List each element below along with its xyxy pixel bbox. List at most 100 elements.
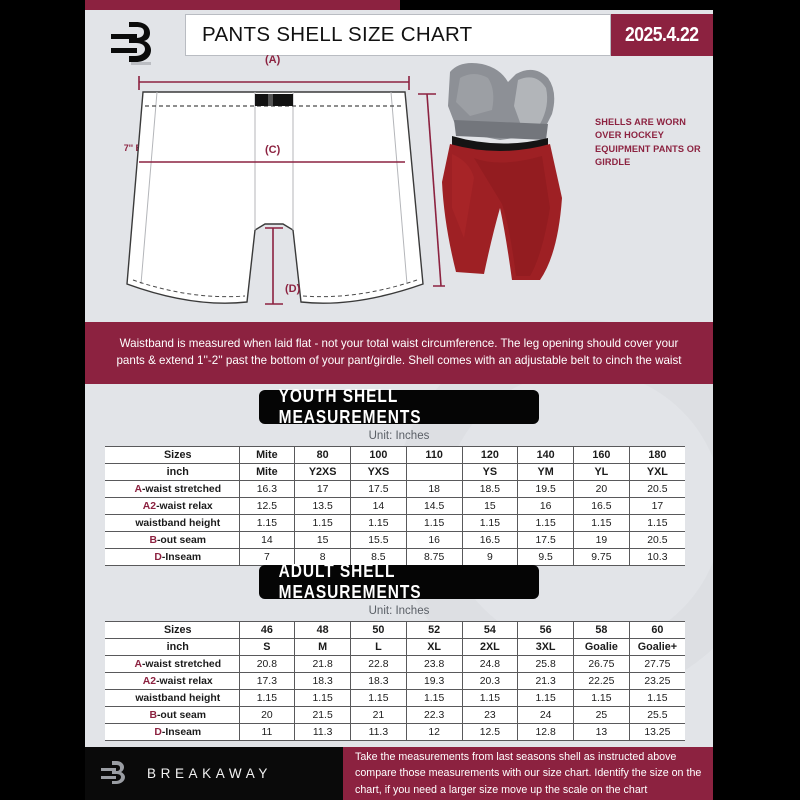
table-cell: 9.5 <box>517 548 574 566</box>
row-label-prefix: A2 <box>142 500 157 512</box>
table-cell: 1.15 <box>517 689 574 707</box>
table-cell: 13 <box>573 723 630 741</box>
table-row: D-Inseam 11 11.3 11.3 12 12.5 12.8 13 13.25 <box>105 723 685 741</box>
diagram-area: 7'' BELOW WAIST <box>85 54 713 316</box>
table-cell: 11.3 <box>294 723 351 741</box>
chart-content-area: PANTS SHELL SIZE CHART 2025.4.22 7'' BEL… <box>85 0 713 800</box>
adult-section-heading: ADULT SHELL MEASUREMENTS <box>259 561 539 602</box>
table-cell: 50 <box>350 621 407 639</box>
table-cell: 18.5 <box>461 480 518 498</box>
row-label-prefix: D <box>154 551 162 563</box>
table-cell: 20.5 <box>628 480 685 498</box>
row-label: A-waist stretched <box>105 480 239 498</box>
table-cell: 21.5 <box>294 706 351 724</box>
table-cell: 21.8 <box>294 655 351 673</box>
youth-section: YOUTH SHELL MEASUREMENTS Unit: Inches Si… <box>85 386 713 566</box>
table-cell: 14 <box>350 497 407 515</box>
table-cell: 54 <box>461 621 518 639</box>
table-cell: 16 <box>517 497 574 515</box>
table-cell: 17.5 <box>350 480 407 498</box>
top-accent-strip-black <box>400 0 713 10</box>
row-label: A2-waist relax <box>105 672 239 690</box>
table-row: A2-waist relax 12.5 13.5 14 14.5 15 16 16.5 17 <box>105 497 685 515</box>
page-title: PANTS SHELL SIZE CHART <box>202 23 473 46</box>
breakaway-b-logo-icon <box>107 18 167 70</box>
table-cell: 1.15 <box>238 689 295 707</box>
table-cell: 15 <box>294 531 351 549</box>
table-cell: 18.3 <box>350 672 407 690</box>
table-cell: 19 <box>573 531 630 549</box>
table-cell: 80 <box>294 446 351 464</box>
row-label: D-Inseam <box>105 548 239 566</box>
table-cell: 16.5 <box>461 531 518 549</box>
table-cell: 24 <box>517 706 574 724</box>
date-text: 2025.4.22 <box>625 23 699 46</box>
table-cell: 12.8 <box>517 723 574 741</box>
table-cell: L <box>350 638 407 656</box>
row-label: Sizes <box>105 446 239 464</box>
table-cell: 22.25 <box>573 672 630 690</box>
table-cell: 18 <box>405 480 462 498</box>
table-cell: 1.15 <box>350 689 407 707</box>
page-footer: BREAKAWAY Take the measurements from las… <box>85 747 713 800</box>
table-cell: 27.75 <box>628 655 685 673</box>
table-cell: 20 <box>573 480 630 498</box>
table-cell: 120 <box>461 446 518 464</box>
adult-heading-text: ADULT SHELL MEASUREMENTS <box>278 561 422 602</box>
table-cell: 20.8 <box>238 655 295 673</box>
table-cell: 52 <box>405 621 462 639</box>
table-cell: 1.15 <box>517 514 574 532</box>
table-row: B-out seam 20 21.5 21 22.3 23 24 25 25.5 <box>105 706 685 724</box>
date-badge: 2025.4.22 <box>611 14 713 56</box>
table-row: A-waist stretched 16.3 17 17.5 18 18.5 19.5 20 2… <box>105 480 685 498</box>
table-cell: 22.3 <box>405 706 462 724</box>
page-title-box: PANTS SHELL SIZE CHART <box>185 14 611 56</box>
table-cell: 48 <box>294 621 351 639</box>
row-label: D-Inseam <box>105 723 239 741</box>
table-cell: 60 <box>628 621 685 639</box>
row-label: waistband height <box>105 689 239 707</box>
header-bar: PANTS SHELL SIZE CHART 2025.4.22 <box>185 14 713 56</box>
table-cell: 11 <box>238 723 295 741</box>
table-row: A2-waist relax 17.3 18.3 18.3 19.3 20.3 21.3 22… <box>105 672 685 690</box>
table-cell: 24.8 <box>461 655 518 673</box>
table-cell: Y2XS <box>294 463 351 481</box>
table-cell: 21.3 <box>517 672 574 690</box>
table-row: inch Mite Y2XS YXS YS YM YL YXL <box>105 463 685 481</box>
product-photo <box>430 58 595 298</box>
table-row: B-out seam 14 15 15.5 16 16.5 17.5 19 20.5 <box>105 531 685 549</box>
row-label: inch <box>105 638 239 656</box>
table-cell: 15.5 <box>350 531 407 549</box>
shell-technical-drawing: (A) (C) (B) (D) <box>105 54 465 316</box>
table-cell: 17.5 <box>517 531 574 549</box>
adult-table-body: Sizes 46 48 50 52 54 56 58 60 inch S M L XL 2XL 3XL Goal… <box>105 621 685 741</box>
adult-unit-label: Unit: Inches <box>368 605 430 617</box>
table-cell: 12.5 <box>461 723 518 741</box>
table-cell: Mite <box>238 446 295 464</box>
table-cell: 2XL <box>461 638 518 656</box>
table-cell: 1.15 <box>628 514 685 532</box>
footer-note-text: Take the measurements from last seasons … <box>355 751 702 796</box>
table-cell: 160 <box>573 446 630 464</box>
table-cell: 10.3 <box>628 548 685 566</box>
table-cell: 1.15 <box>405 514 462 532</box>
photo-note: SHELLS ARE WORN OVER HOCKEY EQUIPMENT PA… <box>595 117 701 168</box>
banner-text: Waistband is measured when laid flat - n… <box>116 337 682 367</box>
row-label-prefix: B <box>149 534 157 546</box>
table-cell: 58 <box>573 621 630 639</box>
adult-section: ADULT SHELL MEASUREMENTS Unit: Inches Si… <box>85 561 713 741</box>
table-cell: 1.15 <box>461 514 518 532</box>
row-label: inch <box>105 463 239 481</box>
table-cell: 1.15 <box>294 689 351 707</box>
table-row: inch S M L XL 2XL 3XL Goalie Goalie+ <box>105 638 685 656</box>
table-cell: Mite <box>238 463 295 481</box>
row-label-prefix: A <box>134 483 142 495</box>
table-cell: 25.8 <box>517 655 574 673</box>
row-label: B-out seam <box>105 531 239 549</box>
table-cell: 17 <box>294 480 351 498</box>
table-cell: 16 <box>405 531 462 549</box>
dimension-label-c: (C) <box>265 144 281 156</box>
table-cell: 100 <box>350 446 407 464</box>
dimension-label-a: (A) <box>265 54 281 66</box>
